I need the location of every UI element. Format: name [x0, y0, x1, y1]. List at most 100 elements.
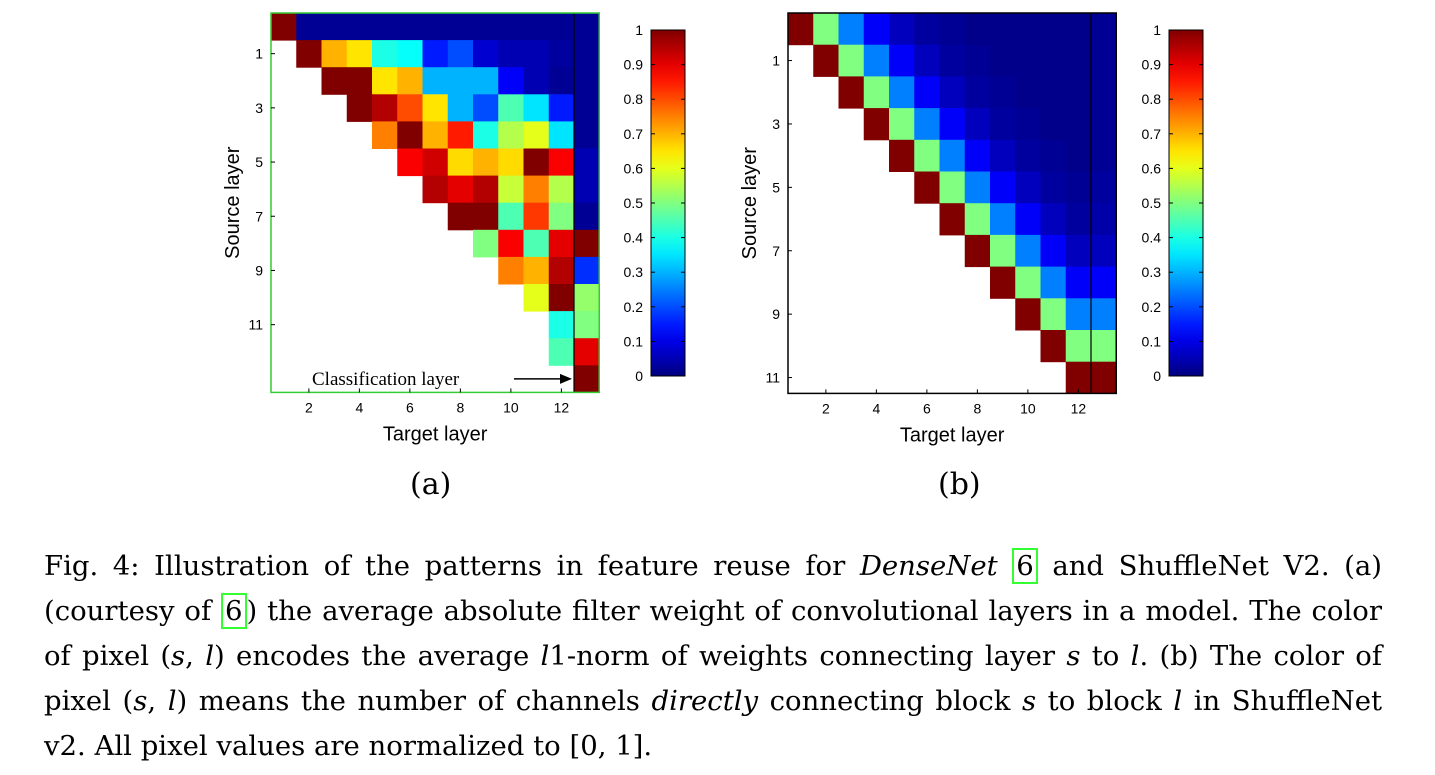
- colorbar-tick-label: 0.6: [1142, 160, 1162, 176]
- x-axis-label: Target layer: [900, 424, 1005, 446]
- heatmap-cell: [473, 175, 499, 204]
- heatmap-cell: [498, 175, 524, 204]
- heatmap-cell: [523, 175, 550, 204]
- caption-text: ) means the number of channels: [176, 685, 652, 717]
- heatmap-cell: [964, 76, 991, 109]
- heatmap-cell: [397, 148, 423, 177]
- colorbar-tick-label: 0.7: [624, 126, 644, 142]
- heatmap-cell: [548, 175, 575, 204]
- heatmap-cell: [939, 139, 966, 172]
- heatmap-cell: [574, 256, 600, 285]
- heatmap-cell: [574, 175, 600, 204]
- heatmap-cell: [1040, 234, 1067, 268]
- heatmap-cell: [548, 256, 575, 285]
- y-tick-label: 9: [255, 262, 263, 278]
- heatmap-cell: [548, 229, 575, 258]
- heatmap-cell: [523, 40, 550, 68]
- heatmap-cell: [1091, 76, 1117, 109]
- heatmap-cell: [1040, 13, 1067, 46]
- heatmap-cell: [939, 13, 966, 46]
- heatmap-cell: [1065, 234, 1092, 268]
- heatmap-cell: [498, 121, 524, 149]
- heatmap-cell: [574, 284, 600, 312]
- x-axis-label: Target layer: [383, 423, 488, 445]
- heatmap-cell: [889, 108, 915, 141]
- x-tick-label: 2: [822, 400, 830, 416]
- heatmap-cell: [889, 76, 915, 109]
- colorbar-tick-label: 0.7: [1142, 126, 1162, 142]
- heatmap-cell: [1015, 298, 1041, 331]
- citation-link[interactable]: 6: [221, 593, 247, 629]
- heatmap-cell: [296, 13, 322, 41]
- heatmap-cell: [473, 148, 499, 177]
- colorbar-tick-label: 0.5: [1142, 195, 1162, 211]
- heatmap-cell: [548, 202, 575, 231]
- heatmap-cell: [523, 284, 550, 312]
- colorbar: [1168, 29, 1204, 377]
- heatmap-cell: [321, 13, 348, 41]
- math-var: s: [171, 640, 186, 672]
- heatmap-cell: [523, 202, 550, 231]
- annotation-arrow-head: [560, 373, 572, 384]
- heatmap-cell: [523, 256, 550, 285]
- heatmap-cell: [914, 108, 940, 141]
- heatmap-cell: [473, 67, 499, 95]
- heatmap-cell: [990, 44, 1016, 77]
- math-var: s: [1066, 640, 1081, 672]
- heatmap-cell: [473, 13, 499, 41]
- heatmap-cell: [498, 148, 524, 177]
- citation-link[interactable]: 6: [1012, 548, 1038, 584]
- heatmap-cell: [1015, 203, 1041, 236]
- heatmap-cell: [813, 13, 839, 46]
- y-axis-label: Source layer: [222, 146, 244, 259]
- heatmap-cell: [1040, 330, 1067, 363]
- caption-emphasis: directly: [651, 685, 759, 717]
- heatmap-cell: [1091, 44, 1117, 77]
- heatmap-cell: [1065, 361, 1092, 394]
- heatmap-cell: [914, 139, 940, 172]
- heatmap-cell: [914, 76, 940, 109]
- colorbar-tick-label: 1: [635, 22, 643, 38]
- heatmap-cell: [990, 171, 1016, 204]
- heatmap-cell: [447, 121, 474, 149]
- y-tick-label: 3: [255, 100, 263, 116]
- math-var: s: [1021, 685, 1037, 717]
- caption-text: 1-norm of weights connecting layer: [549, 640, 1067, 672]
- heatmap-cell: [372, 94, 398, 122]
- heatmap-cell: [964, 234, 991, 268]
- heatmap-cell: [964, 171, 991, 204]
- heatmap-cell: [914, 44, 940, 77]
- heatmap-cell: [346, 40, 373, 68]
- heatmap-cell: [889, 44, 915, 77]
- heatmap-cell: [498, 202, 524, 231]
- heatmap-cell: [372, 67, 398, 95]
- y-tick-label: 1: [772, 53, 780, 69]
- heatmap-cell: [397, 40, 423, 68]
- heatmap-cell: [1065, 76, 1092, 109]
- classification-layer-annotation: Classification layer: [312, 369, 460, 390]
- heatmap-cell: [1091, 13, 1117, 46]
- heatmap-cell: [422, 121, 449, 149]
- heatmap-cell: [1040, 76, 1067, 109]
- heatmap-cell: [1015, 234, 1041, 268]
- colorbar-tick-label: 0: [1153, 368, 1161, 384]
- heatmap-cell: [1015, 266, 1041, 299]
- heatmap-cell: [1065, 171, 1092, 204]
- heatmap-cell: [523, 13, 550, 41]
- heatmap-cell: [321, 67, 348, 95]
- heatmap-cell: [939, 44, 966, 77]
- colorbar-tick-label: 0.9: [624, 57, 644, 73]
- y-tick-label: 5: [255, 154, 263, 170]
- heatmap-cell: [498, 13, 524, 41]
- heatmap-cell: [1040, 298, 1067, 331]
- colorbar-tick-label: 0.1: [1142, 333, 1162, 349]
- caption-text: in ShuffleNet v2. All pixel values are n…: [44, 685, 1383, 762]
- x-tick-label: 4: [872, 400, 880, 416]
- heatmap-cell: [990, 108, 1016, 141]
- heatmap-cell: [498, 229, 524, 258]
- heatmap-cell: [813, 44, 839, 77]
- heatmap-cell: [422, 148, 449, 177]
- x-tick-label: 12: [554, 399, 570, 415]
- heatmap-cell: [548, 13, 575, 41]
- heatmap-cell: [548, 94, 575, 122]
